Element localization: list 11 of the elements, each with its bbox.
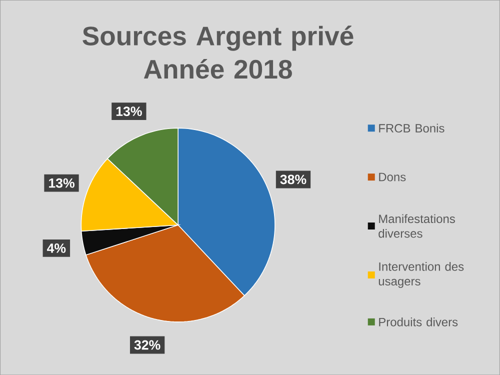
chart-title: Sources Argent privé Année 2018 (82, 26, 354, 79)
data-label: 13% (49, 178, 74, 188)
data-label: 38% (280, 174, 306, 184)
data-label: 13% (116, 106, 142, 116)
data-label: 32% (134, 340, 160, 350)
legend-label: Dons (379, 172, 406, 182)
data-label: 4% (46, 243, 66, 253)
legend-label: Intervention des usagers (378, 262, 464, 288)
legend-label: FRCB Bonis (379, 124, 444, 132)
legend-label: Manifestations diverses (378, 214, 455, 238)
legend-label: Produits divers (379, 317, 458, 326)
